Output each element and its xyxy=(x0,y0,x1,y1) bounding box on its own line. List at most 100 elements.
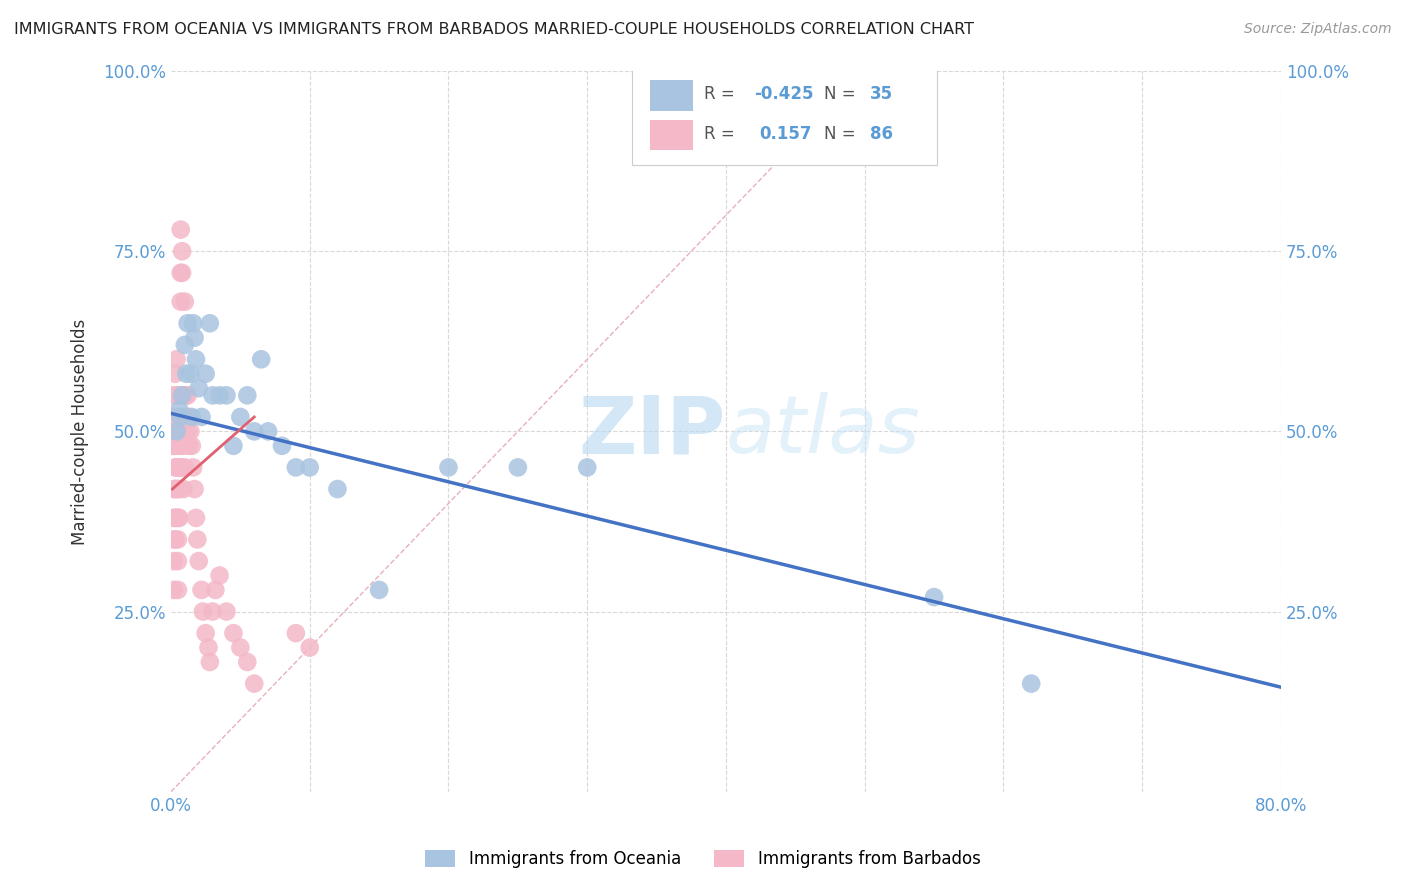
Point xyxy=(184,511,207,525)
Point xyxy=(181,460,204,475)
Point xyxy=(172,460,194,475)
Point xyxy=(162,439,184,453)
Point xyxy=(368,582,391,597)
Y-axis label: Married-couple Households: Married-couple Households xyxy=(72,318,89,544)
Point xyxy=(169,388,191,402)
Point xyxy=(172,425,194,439)
Point xyxy=(184,352,207,367)
Point xyxy=(174,409,197,424)
Point xyxy=(177,409,200,424)
Point xyxy=(166,511,188,525)
Text: Source: ZipAtlas.com: Source: ZipAtlas.com xyxy=(1244,22,1392,37)
Text: N =: N = xyxy=(824,125,860,143)
Point xyxy=(326,482,349,496)
Point xyxy=(169,482,191,496)
Point xyxy=(506,460,529,475)
Point xyxy=(194,626,217,640)
Point xyxy=(167,425,190,439)
Point xyxy=(167,460,190,475)
Point xyxy=(170,439,193,453)
Point xyxy=(243,676,266,690)
Point xyxy=(190,582,212,597)
Text: 0.157: 0.157 xyxy=(759,125,811,143)
Point xyxy=(165,460,187,475)
Point xyxy=(165,511,187,525)
Point xyxy=(162,409,184,424)
Point xyxy=(165,533,187,547)
Point xyxy=(176,425,198,439)
Text: -0.425: -0.425 xyxy=(754,85,813,103)
Point xyxy=(172,266,194,280)
Point xyxy=(187,554,209,568)
Text: ZIP: ZIP xyxy=(579,392,725,470)
Point xyxy=(243,425,266,439)
Point xyxy=(165,425,187,439)
Point xyxy=(208,388,231,402)
Point xyxy=(176,316,198,330)
Point xyxy=(174,388,197,402)
Point xyxy=(167,533,190,547)
Point xyxy=(162,425,184,439)
Point xyxy=(166,460,188,475)
Point xyxy=(298,640,321,655)
Point xyxy=(163,425,186,439)
Point xyxy=(167,439,190,453)
Point xyxy=(170,425,193,439)
Point xyxy=(198,316,221,330)
Text: N =: N = xyxy=(824,85,860,103)
Point xyxy=(576,460,599,475)
Point xyxy=(236,655,259,669)
Point xyxy=(173,388,195,402)
Point xyxy=(236,388,259,402)
Point xyxy=(250,352,273,367)
Point xyxy=(166,425,188,439)
Point xyxy=(271,439,294,453)
Point xyxy=(191,605,214,619)
Point xyxy=(180,409,202,424)
Point xyxy=(181,316,204,330)
Point xyxy=(172,388,194,402)
Point xyxy=(170,409,193,424)
Point xyxy=(167,482,190,496)
Text: R =: R = xyxy=(704,125,740,143)
Point xyxy=(194,367,217,381)
Point xyxy=(167,554,190,568)
Point xyxy=(222,626,245,640)
Point xyxy=(201,388,224,402)
Point xyxy=(229,409,252,424)
Legend: Immigrants from Oceania, Immigrants from Barbados: Immigrants from Oceania, Immigrants from… xyxy=(419,843,987,875)
Point xyxy=(163,554,186,568)
Point xyxy=(208,568,231,582)
Text: 35: 35 xyxy=(870,85,893,103)
Bar xyxy=(651,80,693,111)
Point xyxy=(284,460,307,475)
Point xyxy=(174,367,197,381)
Point xyxy=(165,367,187,381)
Point xyxy=(169,402,191,417)
Point xyxy=(166,352,188,367)
Point xyxy=(922,590,945,604)
Point xyxy=(169,511,191,525)
Point xyxy=(165,439,187,453)
Point xyxy=(257,425,280,439)
Text: IMMIGRANTS FROM OCEANIA VS IMMIGRANTS FROM BARBADOS MARRIED-COUPLE HOUSEHOLDS CO: IMMIGRANTS FROM OCEANIA VS IMMIGRANTS FR… xyxy=(14,22,974,37)
Point xyxy=(229,640,252,655)
Point xyxy=(215,605,238,619)
Point xyxy=(186,533,208,547)
Point xyxy=(179,367,201,381)
Point xyxy=(163,388,186,402)
Point xyxy=(173,338,195,352)
Point xyxy=(173,425,195,439)
Bar xyxy=(651,120,693,151)
Point xyxy=(198,655,221,669)
Point xyxy=(197,640,219,655)
Text: atlas: atlas xyxy=(725,392,921,470)
Point xyxy=(165,409,187,424)
Point xyxy=(166,439,188,453)
Point xyxy=(172,388,194,402)
Point xyxy=(169,460,191,475)
Point xyxy=(170,388,193,402)
Point xyxy=(172,482,194,496)
Point xyxy=(201,605,224,619)
Point xyxy=(163,439,186,453)
